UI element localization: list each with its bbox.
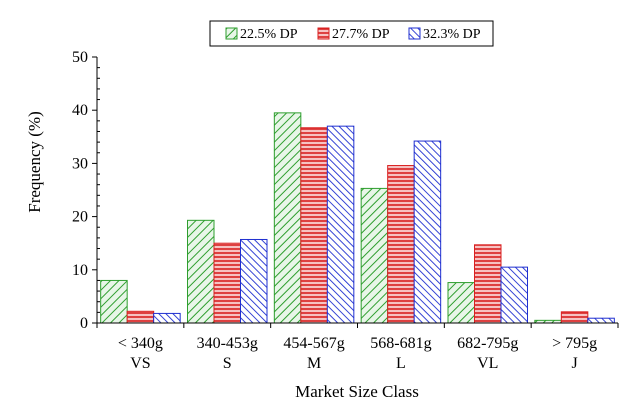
x-tick-label-class: S: [223, 355, 232, 372]
bar-series-2-cat-4: [387, 165, 415, 324]
bar-series-2-cat-2: [213, 242, 241, 324]
legend-swatch-series-3: [408, 27, 421, 40]
x-tick-label-range: > 795g: [552, 335, 597, 352]
bar-series-2-cat-5: [474, 244, 502, 324]
bar-series-3-cat-1: [153, 312, 181, 324]
y-tick-label: 40: [72, 102, 88, 119]
x-tick-label-range: < 340g: [118, 335, 163, 352]
x-tick-label-class: L: [396, 355, 406, 372]
bar-series-2-cat-6: [560, 311, 589, 324]
x-tick-label-class: VS: [130, 355, 150, 372]
legend-swatch-series-1: [225, 27, 238, 40]
x-tick-label-range: 340-453g: [197, 335, 258, 352]
bar-series-1-cat-3: [273, 112, 302, 324]
x-tick-label-range: 454-567g: [283, 335, 344, 352]
y-tick-label: 10: [72, 262, 88, 279]
legend-swatch-series-2: [317, 27, 330, 40]
y-tick-label: 50: [72, 49, 88, 66]
bar-series-3-cat-3: [326, 125, 355, 324]
legend-label-series-3: 32.3% DP: [423, 27, 481, 42]
legend-label-series-1: 22.5% DP: [240, 27, 298, 42]
x-axis-title: Market Size Class: [295, 382, 419, 401]
bar-series-1-cat-2: [187, 219, 215, 324]
bar-series-3-cat-5: [500, 266, 528, 324]
bar-series-3-cat-4: [413, 140, 442, 324]
y-tick-label: 30: [72, 155, 88, 172]
x-tick-label-range: 682-795g: [457, 335, 518, 352]
legend-box: [209, 20, 494, 47]
x-tick-label-class: M: [307, 355, 321, 372]
legend-label-series-2: 27.7% DP: [332, 27, 390, 42]
bar-series-3-cat-6: [587, 317, 615, 324]
x-tick-label-class: VL: [477, 355, 498, 372]
y-axis: 0 10 20 30 40 50: [72, 49, 100, 332]
bar-series-3-cat-2: [240, 238, 268, 324]
y-tick-label: 0: [80, 315, 88, 332]
x-tick-label-range: 568-681g: [370, 335, 431, 352]
bars-group: [100, 112, 615, 324]
y-axis-title: Frequency (%): [25, 111, 44, 213]
bar-series-1-cat-1: [100, 279, 128, 324]
x-axis: < 340g VS 340-453g S 454-567g M 568-681g L 682-7…: [96, 322, 619, 372]
bar-series-2-cat-1: [126, 310, 155, 324]
bar-series-1-cat-4: [360, 187, 389, 324]
y-tick-label: 20: [72, 209, 88, 226]
x-tick-label-class: J: [571, 355, 577, 372]
bar-series-2-cat-3: [300, 127, 328, 324]
bar-series-1-cat-5: [447, 282, 475, 324]
legend: 22.5% DP 27.7% DP 32.3% DP: [209, 20, 494, 47]
